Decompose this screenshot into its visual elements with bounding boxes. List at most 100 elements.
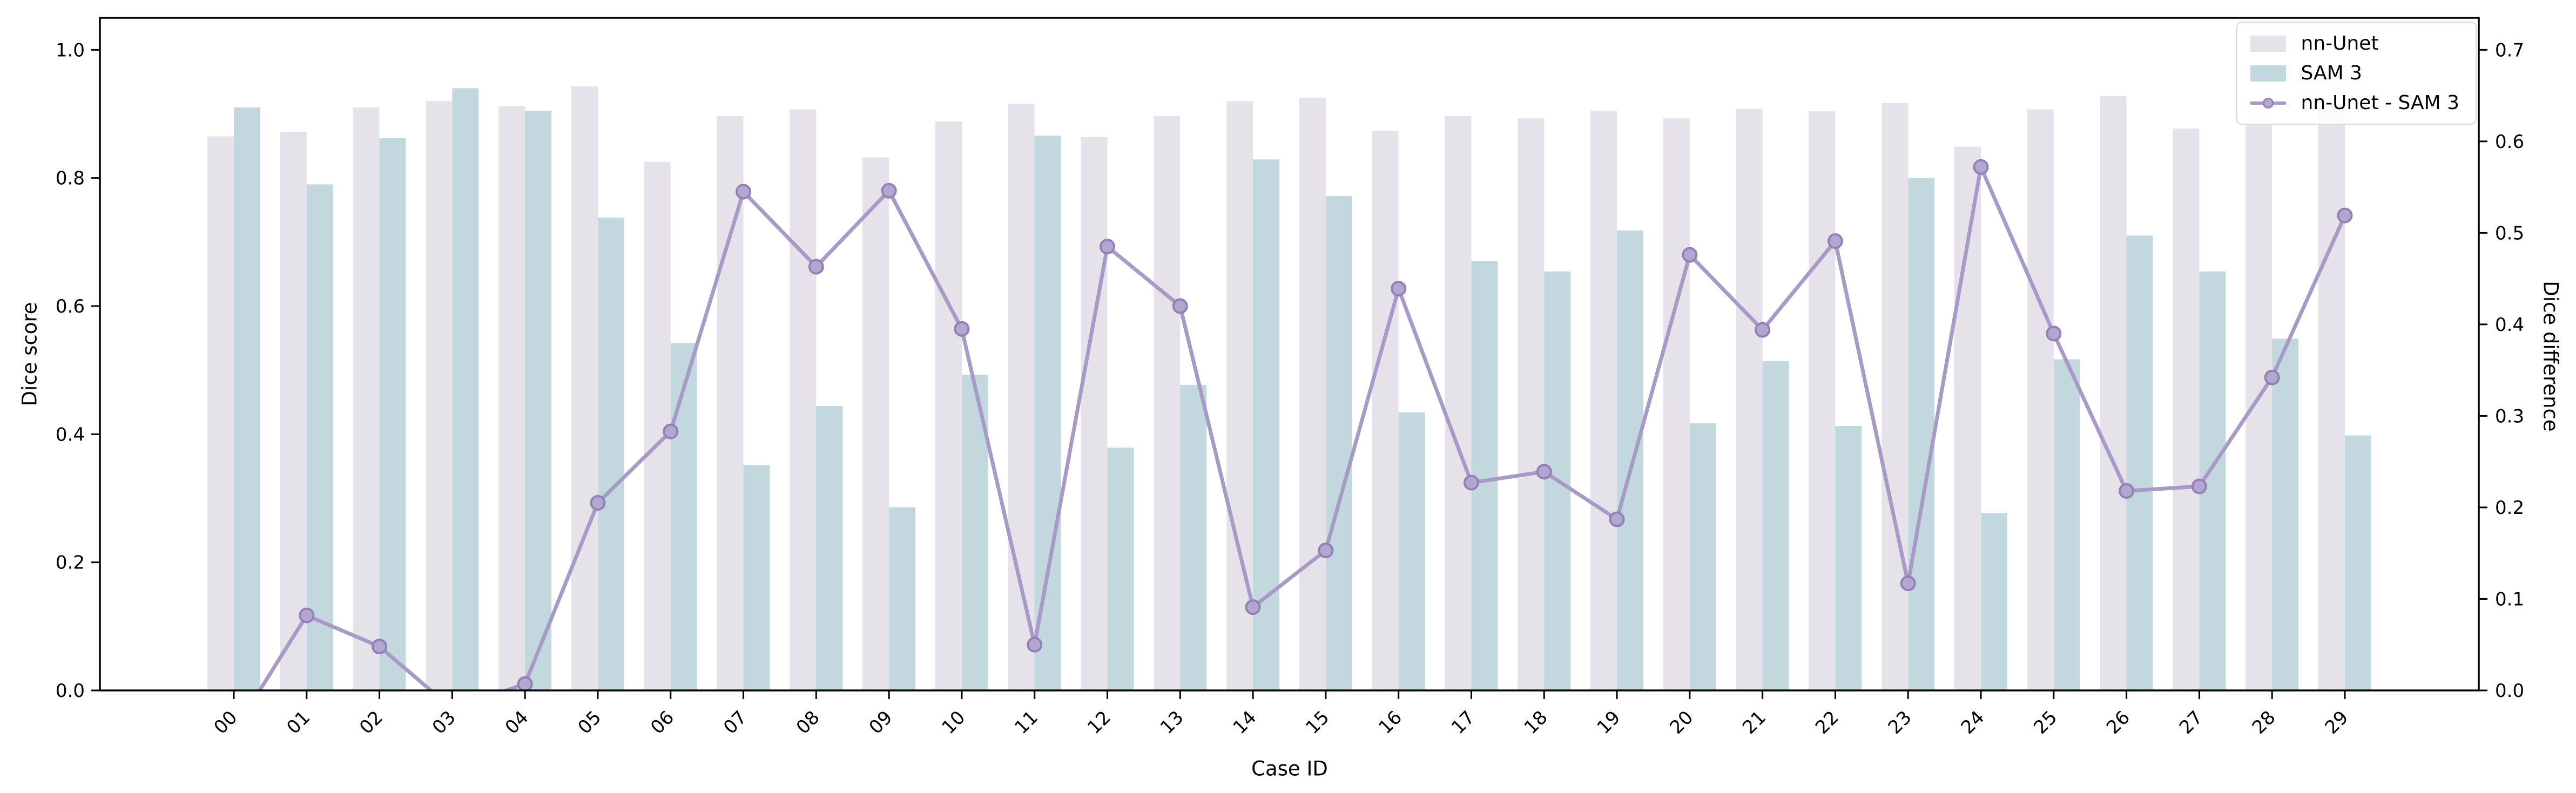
y-tick-label-left: 1.0 [56, 39, 85, 61]
diff-marker-25 [2046, 326, 2062, 342]
x-tick-label: 09 [865, 707, 897, 738]
diff-marker-09 [881, 182, 897, 199]
bar-sam3-04 [525, 111, 552, 691]
x-axis-label: Case ID [1251, 757, 1328, 781]
diff-marker-27 [2191, 478, 2207, 494]
bar-sam3-05 [597, 218, 624, 690]
bar-sam3-23 [1908, 178, 1935, 691]
bar-nnunet-18 [1518, 118, 1545, 691]
diff-line-group [257, 159, 2353, 690]
diff-marker-07 [736, 184, 752, 200]
x-tick-label: 12 [1083, 707, 1115, 738]
bar-nnunet-11 [1008, 104, 1035, 691]
bar-nnunet-22 [1809, 111, 1836, 691]
bar-nnunet-08 [790, 109, 817, 690]
diff-marker-14 [1245, 599, 1261, 615]
x-tick-label: 07 [719, 707, 751, 738]
legend-swatch-sam3 [2250, 65, 2286, 82]
diff-marker-12 [1100, 239, 1116, 255]
bar-nnunet-04 [498, 106, 525, 690]
y-axis-label-right: Dice difference [2539, 281, 2562, 432]
diff-marker-15 [1318, 543, 1334, 559]
diff-marker-11 [1027, 636, 1043, 653]
bar-sam3-12 [1107, 448, 1134, 690]
bar-sam3-19 [1617, 230, 1644, 690]
legend-line-sample [2250, 95, 2286, 111]
y-tick-label-right: 0.0 [2495, 680, 2524, 702]
legend-label-nnunet: nn-Unet [2301, 32, 2379, 55]
plot-frame [99, 17, 2480, 692]
x-tick-label: 06 [646, 707, 678, 738]
x-tick-label: 08 [792, 707, 824, 738]
legend-entry-nnunet: nn-Unet [2250, 31, 2459, 56]
bar-sam3-21 [1762, 361, 1789, 690]
y-tick-label-left: 0.2 [56, 552, 85, 574]
bar-sam3-09 [889, 507, 916, 690]
y-tick-label-left: 0.0 [56, 680, 85, 702]
y-tick-label-left: 0.6 [56, 296, 85, 317]
diff-marker-02 [372, 639, 388, 655]
x-tick-label: 19 [1593, 707, 1625, 738]
x-tick-label: 10 [938, 707, 969, 738]
bar-nnunet-00 [207, 136, 234, 691]
bar-sam3-24 [1981, 513, 2008, 690]
diff-marker-13 [1172, 298, 1188, 314]
x-tick-label: 18 [1520, 707, 1552, 738]
x-tick-label: 23 [1884, 707, 1916, 738]
bar-nnunet-27 [2173, 128, 2200, 690]
legend-entry-diff: nn-Unet - SAM 3 [2250, 91, 2459, 115]
bar-nnunet-17 [1445, 116, 1472, 690]
x-tick-label: 00 [210, 707, 241, 738]
bar-sam3-16 [1398, 412, 1425, 690]
bar-nnunet-19 [1590, 111, 1617, 691]
y-tick-label-right: 0.6 [2495, 131, 2524, 153]
bar-nnunet-25 [2027, 109, 2054, 690]
y-tick-label-right: 0.1 [2495, 588, 2524, 610]
legend-label-diff: nn-Unet - SAM 3 [2301, 92, 2459, 114]
bar-sam3-02 [379, 138, 406, 690]
x-tick-label: 17 [1447, 707, 1479, 738]
bar-sam3-22 [1835, 425, 1862, 690]
x-tick-label: 25 [2029, 707, 2061, 738]
bar-sam3-17 [1471, 261, 1498, 690]
diff-marker-19 [1609, 511, 1625, 527]
x-tick-label: 22 [1811, 707, 1843, 738]
bar-sam3-06 [670, 343, 697, 690]
bar-sam3-08 [816, 406, 843, 690]
bar-sam3-13 [1180, 384, 1207, 690]
y-tick-label-right: 0.7 [2495, 39, 2524, 61]
x-tick-label: 01 [282, 707, 314, 738]
bar-nnunet-13 [1154, 116, 1181, 690]
bar-nnunet-20 [1663, 118, 1690, 691]
bar-nnunet-23 [1882, 103, 1909, 690]
y-tick-label-left: 0.4 [56, 424, 85, 445]
bar-sam3-25 [2053, 359, 2080, 690]
diff-marker-22 [1827, 233, 1843, 249]
diff-marker-20 [1682, 247, 1698, 263]
bar-sam3-26 [2126, 235, 2153, 690]
diff-marker-01 [299, 607, 315, 623]
bar-nnunet-29 [2318, 103, 2345, 690]
x-tick-label: 16 [1374, 707, 1406, 738]
diff-marker-08 [808, 259, 824, 275]
bar-sam3-15 [1325, 195, 1352, 691]
bar-sam3-20 [1689, 423, 1716, 690]
x-tick-label: 02 [355, 707, 387, 738]
x-tick-label: 04 [501, 707, 533, 738]
legend-line-marker [2262, 97, 2274, 109]
diff-line [257, 165, 2347, 690]
x-tick-label: 21 [1738, 707, 1770, 738]
diff-marker-10 [954, 321, 970, 337]
diff-marker-04 [517, 676, 533, 690]
bar-nnunet-28 [2245, 119, 2272, 691]
diff-marker-29 [2337, 207, 2353, 223]
bar-nnunet-09 [862, 157, 889, 690]
bar-nnunet-16 [1372, 131, 1399, 690]
legend-entry-sam3: SAM 3 [2250, 61, 2459, 85]
diff-marker-17 [1463, 475, 1479, 491]
diff-marker-26 [2119, 483, 2135, 499]
bar-sam3-03 [452, 88, 479, 691]
bar-nnunet-01 [280, 132, 307, 690]
